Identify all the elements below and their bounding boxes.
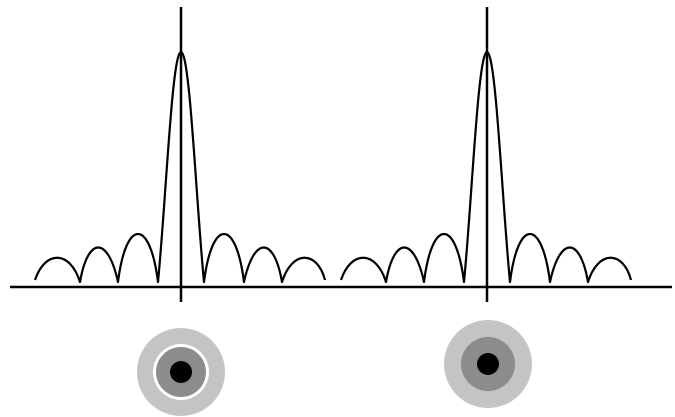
page	[0, 0, 675, 417]
central-spot	[170, 361, 192, 383]
left-airy-disk	[137, 328, 225, 416]
diffraction-diagram	[0, 0, 675, 417]
right-airy-disk	[444, 320, 532, 408]
central-spot	[477, 353, 499, 375]
